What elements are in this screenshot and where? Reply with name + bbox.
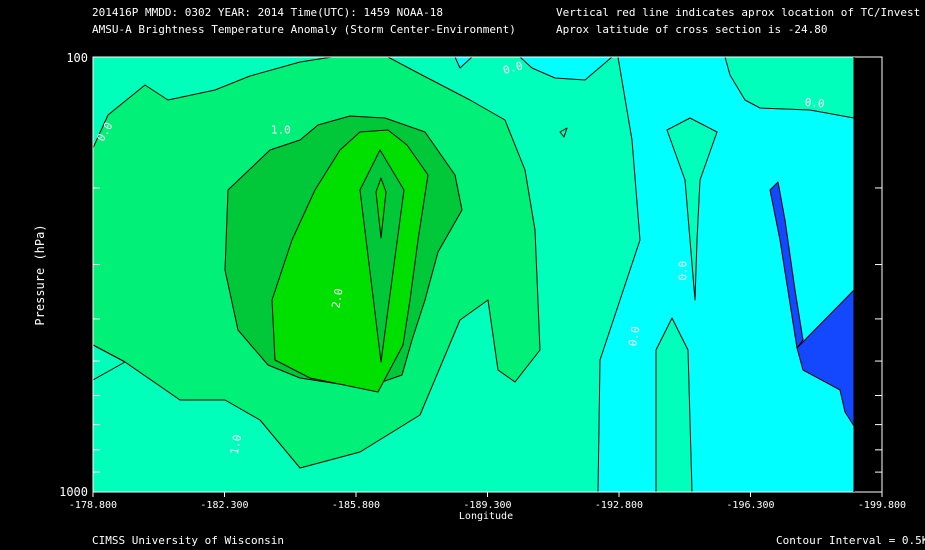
region-level-1-0-lowleft xyxy=(93,344,126,381)
x-tick-label-1: -182.300 xyxy=(200,500,248,511)
region-level-0-5-spike-lower xyxy=(655,317,693,492)
x-tick-marks xyxy=(92,492,883,497)
region-negative-lower xyxy=(796,289,854,427)
y-tick-label-100: 100 xyxy=(66,51,88,65)
region-level-3-0 xyxy=(375,177,387,239)
contour-label-7: 0.0 xyxy=(804,96,825,111)
region-level-0-5-small xyxy=(559,127,568,138)
x-tick-labels: -178.800 -182.300 -185.800 -189.300 -192.800… xyxy=(69,500,906,511)
region-level-0-5-top-right xyxy=(724,57,854,119)
x-tick-label-6: -199.800 xyxy=(858,500,906,511)
x-axis-label: Longitude xyxy=(459,511,513,522)
region-level-0-5-spike-upper xyxy=(666,117,718,301)
contour-label-5: 0.0 xyxy=(626,325,642,347)
region-negative-upper xyxy=(769,181,804,349)
contour-label-4: 0.0 xyxy=(502,59,525,77)
contour-label-6: 0.0 xyxy=(677,261,690,281)
y-axis-label: Pressure (hPa) xyxy=(33,224,47,325)
y-tick-marks xyxy=(93,56,882,493)
x-tick-label-0: -178.800 xyxy=(69,500,117,511)
x-tick-label-4: -192.800 xyxy=(595,500,643,511)
x-tick-label-3: -189.300 xyxy=(463,500,511,511)
footer-credit: CIMSS University of Wisconsin xyxy=(92,534,285,547)
x-tick-label-2: -185.800 xyxy=(332,500,380,511)
region-level-2-5 xyxy=(359,149,405,363)
contour-label-2: 2.0 xyxy=(329,287,345,309)
contour-label-1: 1.0 xyxy=(271,124,291,137)
header-line1-right: Vertical red line indicates aprox locati… xyxy=(556,6,921,19)
contour-interval-label: Contour Interval = 0.5K xyxy=(776,534,925,547)
header-line1-left: 201416P MMDD: 0302 YEAR: 2014 Time(UTC):… xyxy=(92,6,443,19)
chart-title: AMSU-A Brightness Temperature Anomaly (S… xyxy=(92,23,516,36)
x-tick-label-5: -196.300 xyxy=(726,500,774,511)
y-tick-label-1000: 1000 xyxy=(59,485,88,499)
contour-label-3: 1.0 xyxy=(228,434,244,456)
header-line2-right: Aprox latitude of cross section is -24.8… xyxy=(556,23,828,36)
